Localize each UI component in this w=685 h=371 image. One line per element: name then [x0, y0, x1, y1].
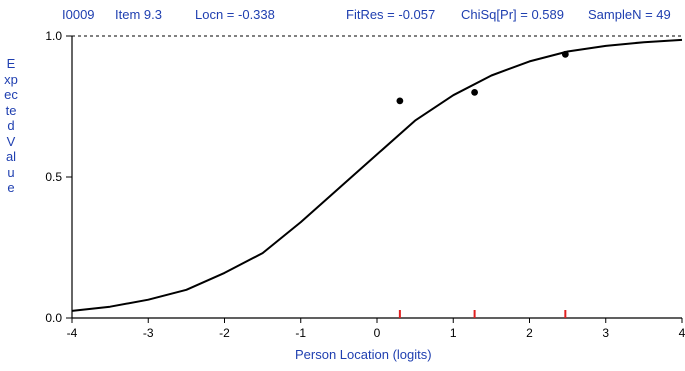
y-tick-label: 1.0	[45, 29, 62, 43]
observed-points-layer	[396, 50, 569, 105]
sample-size-stat: SampleN = 49	[588, 7, 671, 22]
y-tick-label: 0.0	[45, 311, 62, 325]
x-tick-label: -3	[143, 326, 154, 340]
x-tick-label: 2	[526, 326, 533, 340]
item-id: I0009	[62, 7, 95, 22]
x-tick-label: -1	[295, 326, 306, 340]
location-stat: Locn = -0.338	[195, 7, 275, 22]
x-axis-label-text: Person Location (logits)	[295, 347, 432, 362]
observed-point	[471, 89, 478, 96]
axes	[66, 35, 683, 323]
item-name: Item 9.3	[115, 7, 162, 22]
tick-labels-layer: 0.0 0.5 1.0 -4 -3 -2 -1 0 1 2 3 4	[45, 29, 685, 340]
chi-square-stat: ChiSq[Pr] = 0.589	[461, 7, 564, 22]
y-axis-label: Expected Value	[4, 56, 18, 195]
expected-value-curve	[71, 38, 683, 312]
observed-point	[396, 97, 404, 105]
y-tick-label: 0.5	[45, 170, 62, 184]
x-tick-label: -2	[219, 326, 230, 340]
class-interval-marks-layer	[398, 310, 567, 318]
x-tick-label: 0	[374, 326, 381, 340]
curve-layer	[71, 38, 683, 312]
observed-point	[561, 50, 569, 58]
x-tick-label: 4	[679, 326, 685, 340]
x-tick-label: -4	[67, 326, 78, 340]
fit-residual-stat: FitRes = -0.057	[346, 7, 436, 22]
chart-header: I0009 Item 9.3 Locn = -0.338 FitRes = -0…	[0, 0, 685, 30]
x-tick-label: 1	[450, 326, 457, 340]
x-tick-label: 3	[602, 326, 609, 340]
